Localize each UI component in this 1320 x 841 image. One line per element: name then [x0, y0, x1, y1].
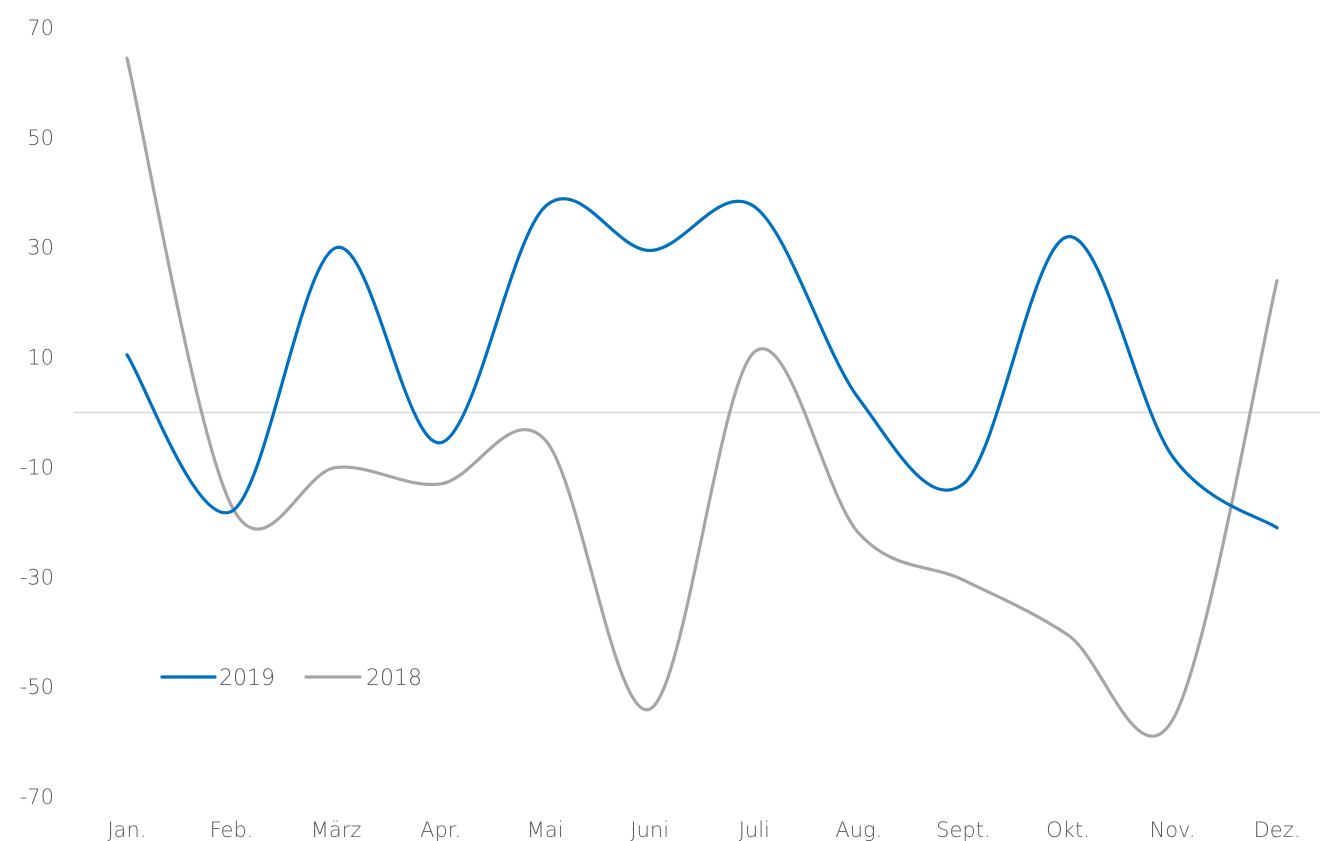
- y-tick-label: 10: [27, 346, 54, 370]
- x-tick-label: Sept.: [936, 818, 991, 841]
- legend-label: 2019: [219, 666, 275, 691]
- y-tick-label: 30: [27, 236, 54, 260]
- legend: 2019 2018: [160, 666, 422, 691]
- x-tick-label: Jan.: [107, 818, 146, 841]
- y-axis: 70 50 30 10 -10 -30 -50 -70: [20, 16, 54, 809]
- y-tick-label: 50: [27, 126, 54, 150]
- legend-item-2018: 2018: [304, 666, 422, 691]
- x-tick-label: März: [311, 818, 362, 841]
- x-axis: Jan. Feb. März Apr. Mai Juni Juli Aug. Sept. Okt.…: [107, 818, 1300, 841]
- y-tick-label: -30: [20, 565, 54, 589]
- y-tick-label: -10: [20, 455, 54, 479]
- x-tick-label: Okt.: [1046, 818, 1090, 841]
- x-tick-label: Apr.: [420, 818, 461, 841]
- series-line-2018: [125, 56, 1279, 738]
- x-tick-label: Juni: [630, 818, 669, 841]
- series-line-2019: [125, 197, 1279, 530]
- x-tick-label: Nov.: [1149, 818, 1195, 841]
- legend-label: 2018: [366, 666, 422, 691]
- x-tick-label: Feb.: [210, 818, 254, 841]
- y-tick-label: 70: [27, 16, 54, 40]
- x-tick-label: Juli: [739, 818, 770, 841]
- x-tick-label: Aug.: [835, 818, 882, 841]
- x-tick-label: Dez.: [1254, 818, 1301, 841]
- y-tick-label: -50: [20, 675, 54, 699]
- legend-item-2019: 2019: [160, 666, 275, 691]
- series-layer: [125, 56, 1279, 738]
- y-tick-label: -70: [20, 785, 54, 809]
- x-tick-label: Mai: [527, 818, 564, 841]
